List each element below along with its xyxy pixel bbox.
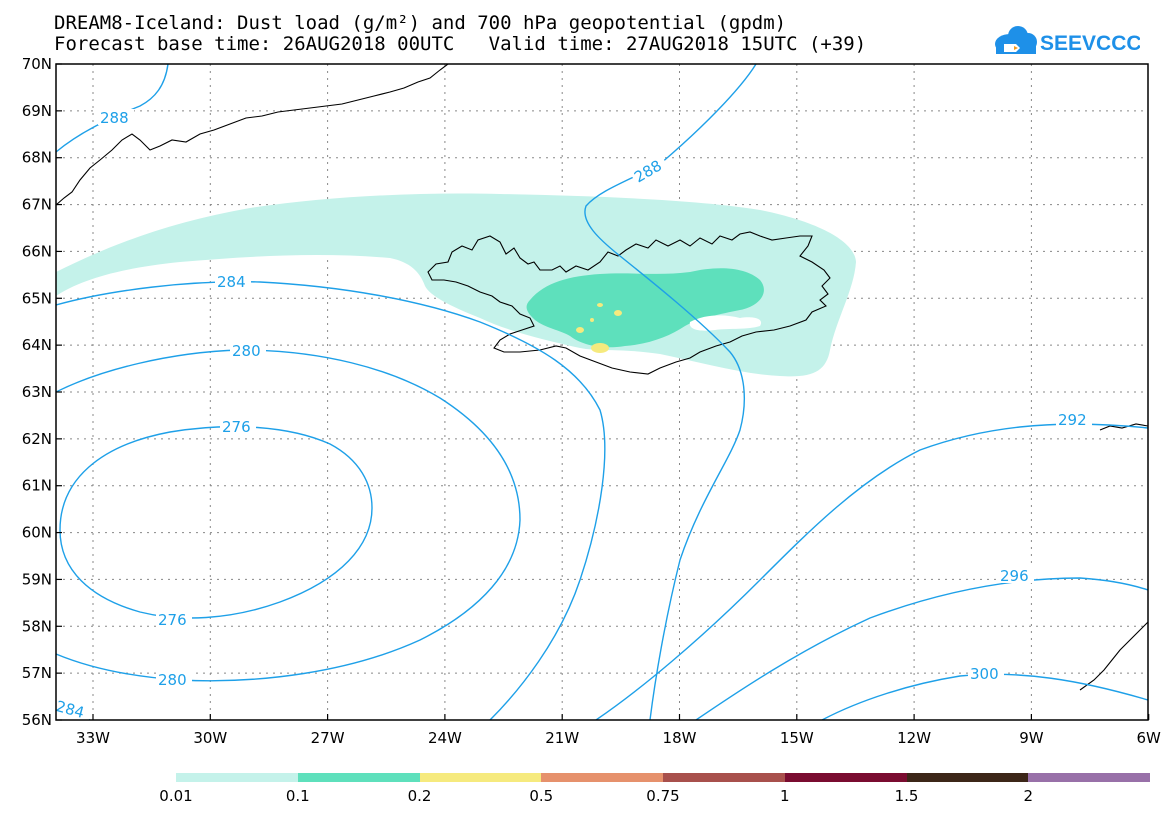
scotland-coast — [1079, 621, 1148, 691]
lat-label: 67N — [22, 196, 52, 214]
faroe-coast — [1099, 423, 1148, 431]
logo-text: SEEVCCC — [1040, 32, 1140, 55]
contour-label: 280 — [232, 342, 261, 360]
contour-288-north — [56, 64, 169, 153]
lat-label: 69N — [22, 102, 52, 120]
colorbar-tick-label: 0.2 — [407, 787, 432, 805]
greenland-coast — [56, 64, 449, 206]
lon-label: 21W — [545, 729, 579, 747]
iceland-coast — [427, 231, 831, 375]
lon-label: 15W — [780, 729, 814, 747]
contour-label: 292 — [1058, 411, 1087, 429]
contour-label: 276 — [158, 611, 187, 629]
colorbar-tick-label: 1 — [779, 787, 790, 805]
colorbar-tick-label: 0.1 — [285, 787, 310, 805]
colorbar-swatch — [784, 773, 907, 782]
coastlines — [56, 64, 1148, 691]
map-subtitle: Forecast base time: 26AUG2018 00UTC Vali… — [54, 33, 867, 55]
colorbar-swatch — [419, 773, 542, 782]
colorbar-tick-label: 2 — [1023, 787, 1034, 805]
lon-label: 27W — [311, 729, 345, 747]
contour-300 — [821, 673, 1148, 720]
lat-label: 65N — [22, 289, 52, 307]
colorbar-swatch — [1028, 773, 1150, 782]
lat-label: 60N — [22, 524, 52, 542]
map-title: DREAM8-Iceland: Dust load (g/m²) and 700… — [54, 12, 787, 34]
dust-core — [526, 268, 764, 348]
contour-label: 280 — [158, 671, 187, 689]
dust-hotspots — [576, 303, 622, 353]
colorbar-swatch — [906, 773, 1029, 782]
lon-label: 30W — [193, 729, 227, 747]
lat-label: 68N — [22, 149, 52, 167]
cloud-icon — [995, 26, 1037, 54]
seevccc-logo: SEEVCCC — [995, 26, 1140, 55]
contour-label: 296 — [1000, 567, 1029, 585]
colorbar-swatch — [176, 773, 298, 782]
lon-label: 33W — [76, 729, 110, 747]
lat-label: 64N — [22, 336, 52, 354]
lon-label: 24W — [428, 729, 462, 747]
lon-label: 18W — [663, 729, 697, 747]
dust-colorbar — [176, 773, 1150, 782]
lat-label: 70N — [22, 55, 52, 73]
lat-label: 56N — [22, 711, 52, 729]
contour-292 — [595, 423, 1148, 720]
lat-label: 63N — [22, 383, 52, 401]
lon-label: 6W — [1137, 729, 1162, 747]
contour-label: 284 — [54, 697, 86, 722]
contour-296 — [695, 577, 1148, 720]
lat-label: 57N — [22, 664, 52, 682]
lat-label: 58N — [22, 617, 52, 635]
colorbar-tick-label: 1.5 — [894, 787, 919, 805]
contour-label: 276 — [222, 418, 251, 436]
colorbar-tick-label: 0.5 — [529, 787, 554, 805]
contour-276 — [59, 425, 373, 619]
colorbar-swatch — [663, 773, 785, 782]
colorbar-tick-label: 0.01 — [159, 787, 193, 805]
contour-labels: 288 288 284 280 276 276 280 284 292 296 … — [54, 109, 1092, 722]
lat-label: 62N — [22, 430, 52, 448]
dust-map: 288 288 284 280 276 276 280 284 292 296 … — [22, 55, 1162, 747]
lat-label: 66N — [22, 242, 52, 260]
contour-label: 300 — [970, 665, 999, 683]
contour-label: 284 — [217, 273, 246, 291]
colorbar-tick-label: 0.75 — [646, 787, 680, 805]
lon-label: 12W — [897, 729, 931, 747]
lat-label: 61N — [22, 477, 52, 495]
lon-label: 9W — [1019, 729, 1044, 747]
dust-gap — [689, 315, 762, 331]
graticule — [56, 64, 1148, 720]
colorbar-swatch — [541, 773, 663, 782]
contour-label: 288 — [100, 109, 129, 127]
lat-label: 59N — [22, 570, 52, 588]
colorbar-swatch — [297, 773, 420, 782]
